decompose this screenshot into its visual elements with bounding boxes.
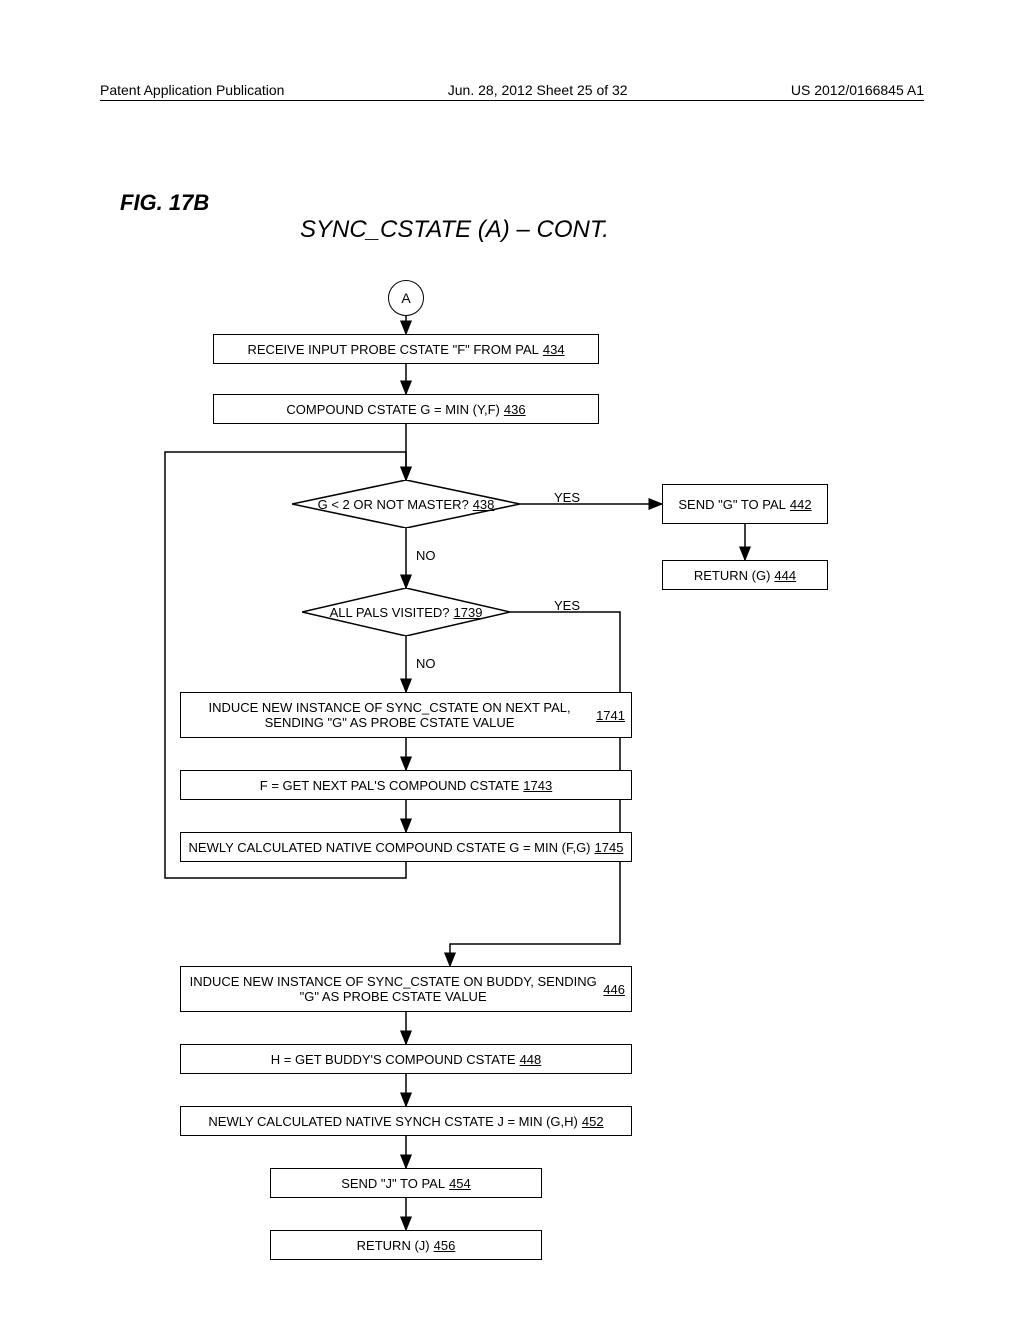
process-1745: NEWLY CALCULATED NATIVE COMPOUND CSTATE … (180, 832, 632, 862)
connector-A: A (388, 280, 424, 316)
flowchart-canvas: A RECEIVE INPUT PROBE CSTATE "F" FROM PAL… (0, 0, 1024, 1320)
edge-label: NO (416, 656, 436, 671)
process-446: INDUCE NEW INSTANCE OF SYNC_CSTATE ON BU… (180, 966, 632, 1012)
decision-1739: ALL PALS VISITED?1739 (302, 588, 510, 636)
process-444: RETURN (G)444 (662, 560, 828, 590)
process-448: H = GET BUDDY'S COMPOUND CSTATE448 (180, 1044, 632, 1074)
process-434: RECEIVE INPUT PROBE CSTATE "F" FROM PAL4… (213, 334, 599, 364)
process-436: COMPOUND CSTATE G = MIN (Y,F)436 (213, 394, 599, 424)
decision-438: G < 2 OR NOT MASTER?438 (292, 480, 520, 528)
process-454: SEND "J" TO PAL454 (270, 1168, 542, 1198)
edge-label: YES (554, 490, 580, 505)
edge-label: YES (554, 598, 580, 613)
edge-label: NO (416, 548, 436, 563)
process-1741: INDUCE NEW INSTANCE OF SYNC_CSTATE ON NE… (180, 692, 632, 738)
process-1743: F = GET NEXT PAL'S COMPOUND CSTATE1743 (180, 770, 632, 800)
process-456: RETURN (J)456 (270, 1230, 542, 1260)
process-442: SEND "G" TO PAL442 (662, 484, 828, 524)
process-452: NEWLY CALCULATED NATIVE SYNCH CSTATE J =… (180, 1106, 632, 1136)
